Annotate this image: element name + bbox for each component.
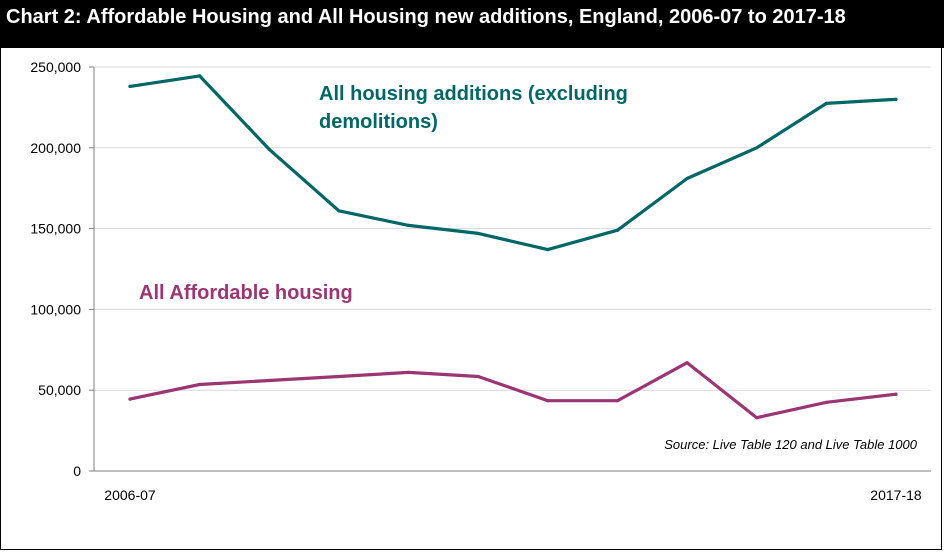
data-point (198, 74, 202, 78)
y-tick-label: 0 (73, 463, 81, 479)
x-tick-label: 2017-18 (870, 487, 922, 503)
data-point (615, 399, 620, 403)
data-point (546, 248, 550, 252)
data-point (337, 374, 341, 379)
data-point (128, 84, 132, 88)
data-point (546, 399, 550, 403)
data-point (824, 101, 828, 105)
data-point (824, 400, 828, 404)
chart-title: Chart 2: Affordable Housing and All Hous… (6, 6, 846, 28)
chart-title-bar: Chart 2: Affordable Housing and All Hous… (0, 0, 944, 48)
data-point (128, 397, 132, 401)
data-point (267, 147, 271, 152)
data-point (337, 209, 341, 213)
data-point (615, 228, 620, 232)
data-point (476, 374, 480, 379)
data-point (198, 382, 202, 387)
data-point (755, 416, 759, 420)
series-label: All Affordable housing (139, 282, 353, 304)
data-point (894, 97, 898, 101)
data-point (755, 146, 759, 150)
y-tick-label: 250,000 (30, 59, 81, 75)
series-line (128, 361, 898, 420)
series-line (128, 74, 898, 252)
data-point (685, 361, 689, 365)
data-point (267, 378, 271, 383)
series-label: All housing additions (excluding demoliti… (319, 83, 628, 133)
y-tick-label: 100,000 (30, 301, 81, 317)
y-tick-label: 150,000 (30, 221, 81, 237)
data-point (894, 392, 898, 396)
y-tick-label: 50,000 (38, 382, 81, 398)
data-point (685, 176, 689, 181)
data-point (406, 370, 411, 375)
data-point (406, 223, 411, 227)
data-point (476, 231, 480, 236)
source-annotation: Source: Live Table 120 and Live Table 10… (664, 437, 918, 452)
x-tick-label: 2006-07 (104, 487, 156, 503)
y-tick-label: 200,000 (30, 140, 81, 156)
